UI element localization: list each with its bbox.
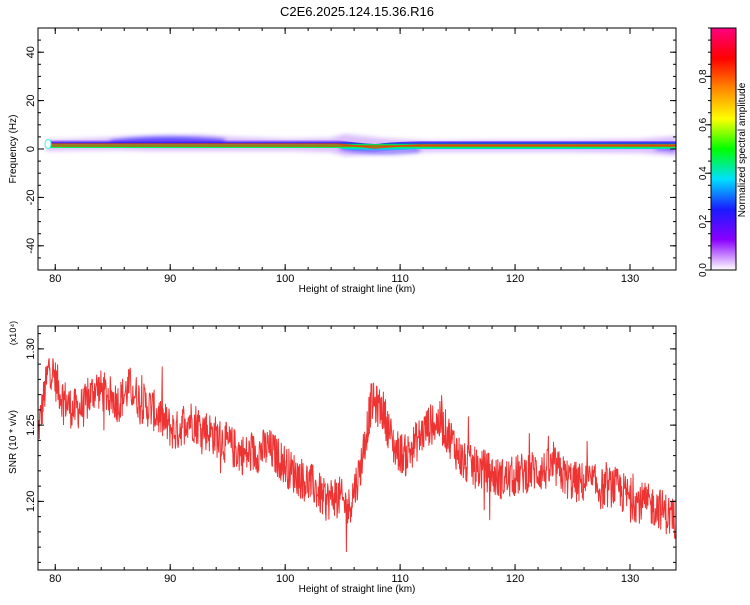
x-tick-label: 80: [49, 273, 61, 285]
x-tick-label: 100: [276, 573, 294, 585]
colorbar-tick-label: 0.2: [698, 214, 709, 228]
spectrogram-y-label: Frequency (Hz): [8, 115, 19, 184]
x-tick-label: 130: [621, 273, 639, 285]
colorbar-ticks: 0.0 0.2 0.4 0.6 0.8: [698, 27, 711, 277]
snr-x-label: Height of straight line (km): [299, 584, 416, 595]
y-tick-label: -20: [25, 189, 37, 205]
y-tick-label: 0: [25, 146, 37, 152]
x-tick-label: 130: [621, 573, 639, 585]
y-tick-label: 1.30: [25, 338, 37, 359]
snr-frame: [37, 325, 677, 571]
spectrogram-x-ticks: 80 90 100 110 120 130: [49, 28, 677, 285]
colorbar-label: Normalized spectral amplitude: [737, 82, 748, 217]
figure-title: C2E6.2025.124.15.36.R16: [280, 4, 434, 19]
y-tick-label: 20: [25, 94, 37, 106]
snr-y-label: SNR (10 * v/v): [8, 410, 19, 474]
x-tick-label: 110: [391, 573, 409, 585]
y-tick-label: 1.20: [25, 491, 37, 512]
colorbar-tick-label: 0.0: [698, 263, 709, 277]
colorbar-tick-label: 0.4: [698, 166, 709, 180]
x-tick-label: 100: [276, 273, 294, 285]
snr-x-ticks: 80 90 100 110 120 130: [49, 326, 677, 585]
x-tick-label: 120: [506, 573, 524, 585]
x-tick-label: 110: [391, 273, 409, 285]
spectrogram-core: [48, 143, 676, 149]
snr-line: [38, 358, 676, 553]
spectrogram-panel: 80 90 100 110 120 130 -40 -20 0 20 40 Height of s…: [8, 27, 677, 295]
spectrogram-dip-patch: [340, 144, 420, 155]
snr-y-multiplier: (x10⁴): [8, 321, 18, 345]
colorbar-tick-label: 0.8: [698, 69, 709, 83]
spectrogram-area: [44, 134, 676, 156]
snr-panel: 80 90 100 110 120 130 1.20 1.25 1.30 Height of …: [8, 321, 677, 595]
snr-y-ticks: 1.20 1.25 1.30: [25, 333, 676, 563]
colorbar: 0.0 0.2 0.4 0.6 0.8 Normalized spectral ampl…: [698, 27, 748, 277]
y-tick-label: 1.25: [25, 414, 37, 435]
y-tick-label: 40: [25, 46, 37, 58]
x-tick-label: 90: [164, 273, 176, 285]
x-tick-label: 80: [49, 573, 61, 585]
x-tick-label: 120: [506, 273, 524, 285]
colorbar-tick-label: 0.6: [698, 117, 709, 131]
spectrogram-x-label: Height of straight line (km): [299, 284, 416, 295]
y-tick-label: -40: [25, 238, 37, 254]
x-tick-label: 90: [164, 573, 176, 585]
spectrogram-start-cap: [44, 139, 52, 149]
colorbar-gradient: [711, 28, 736, 270]
spectrogram-y-ticks: -40 -20 0 20 40: [25, 27, 676, 271]
